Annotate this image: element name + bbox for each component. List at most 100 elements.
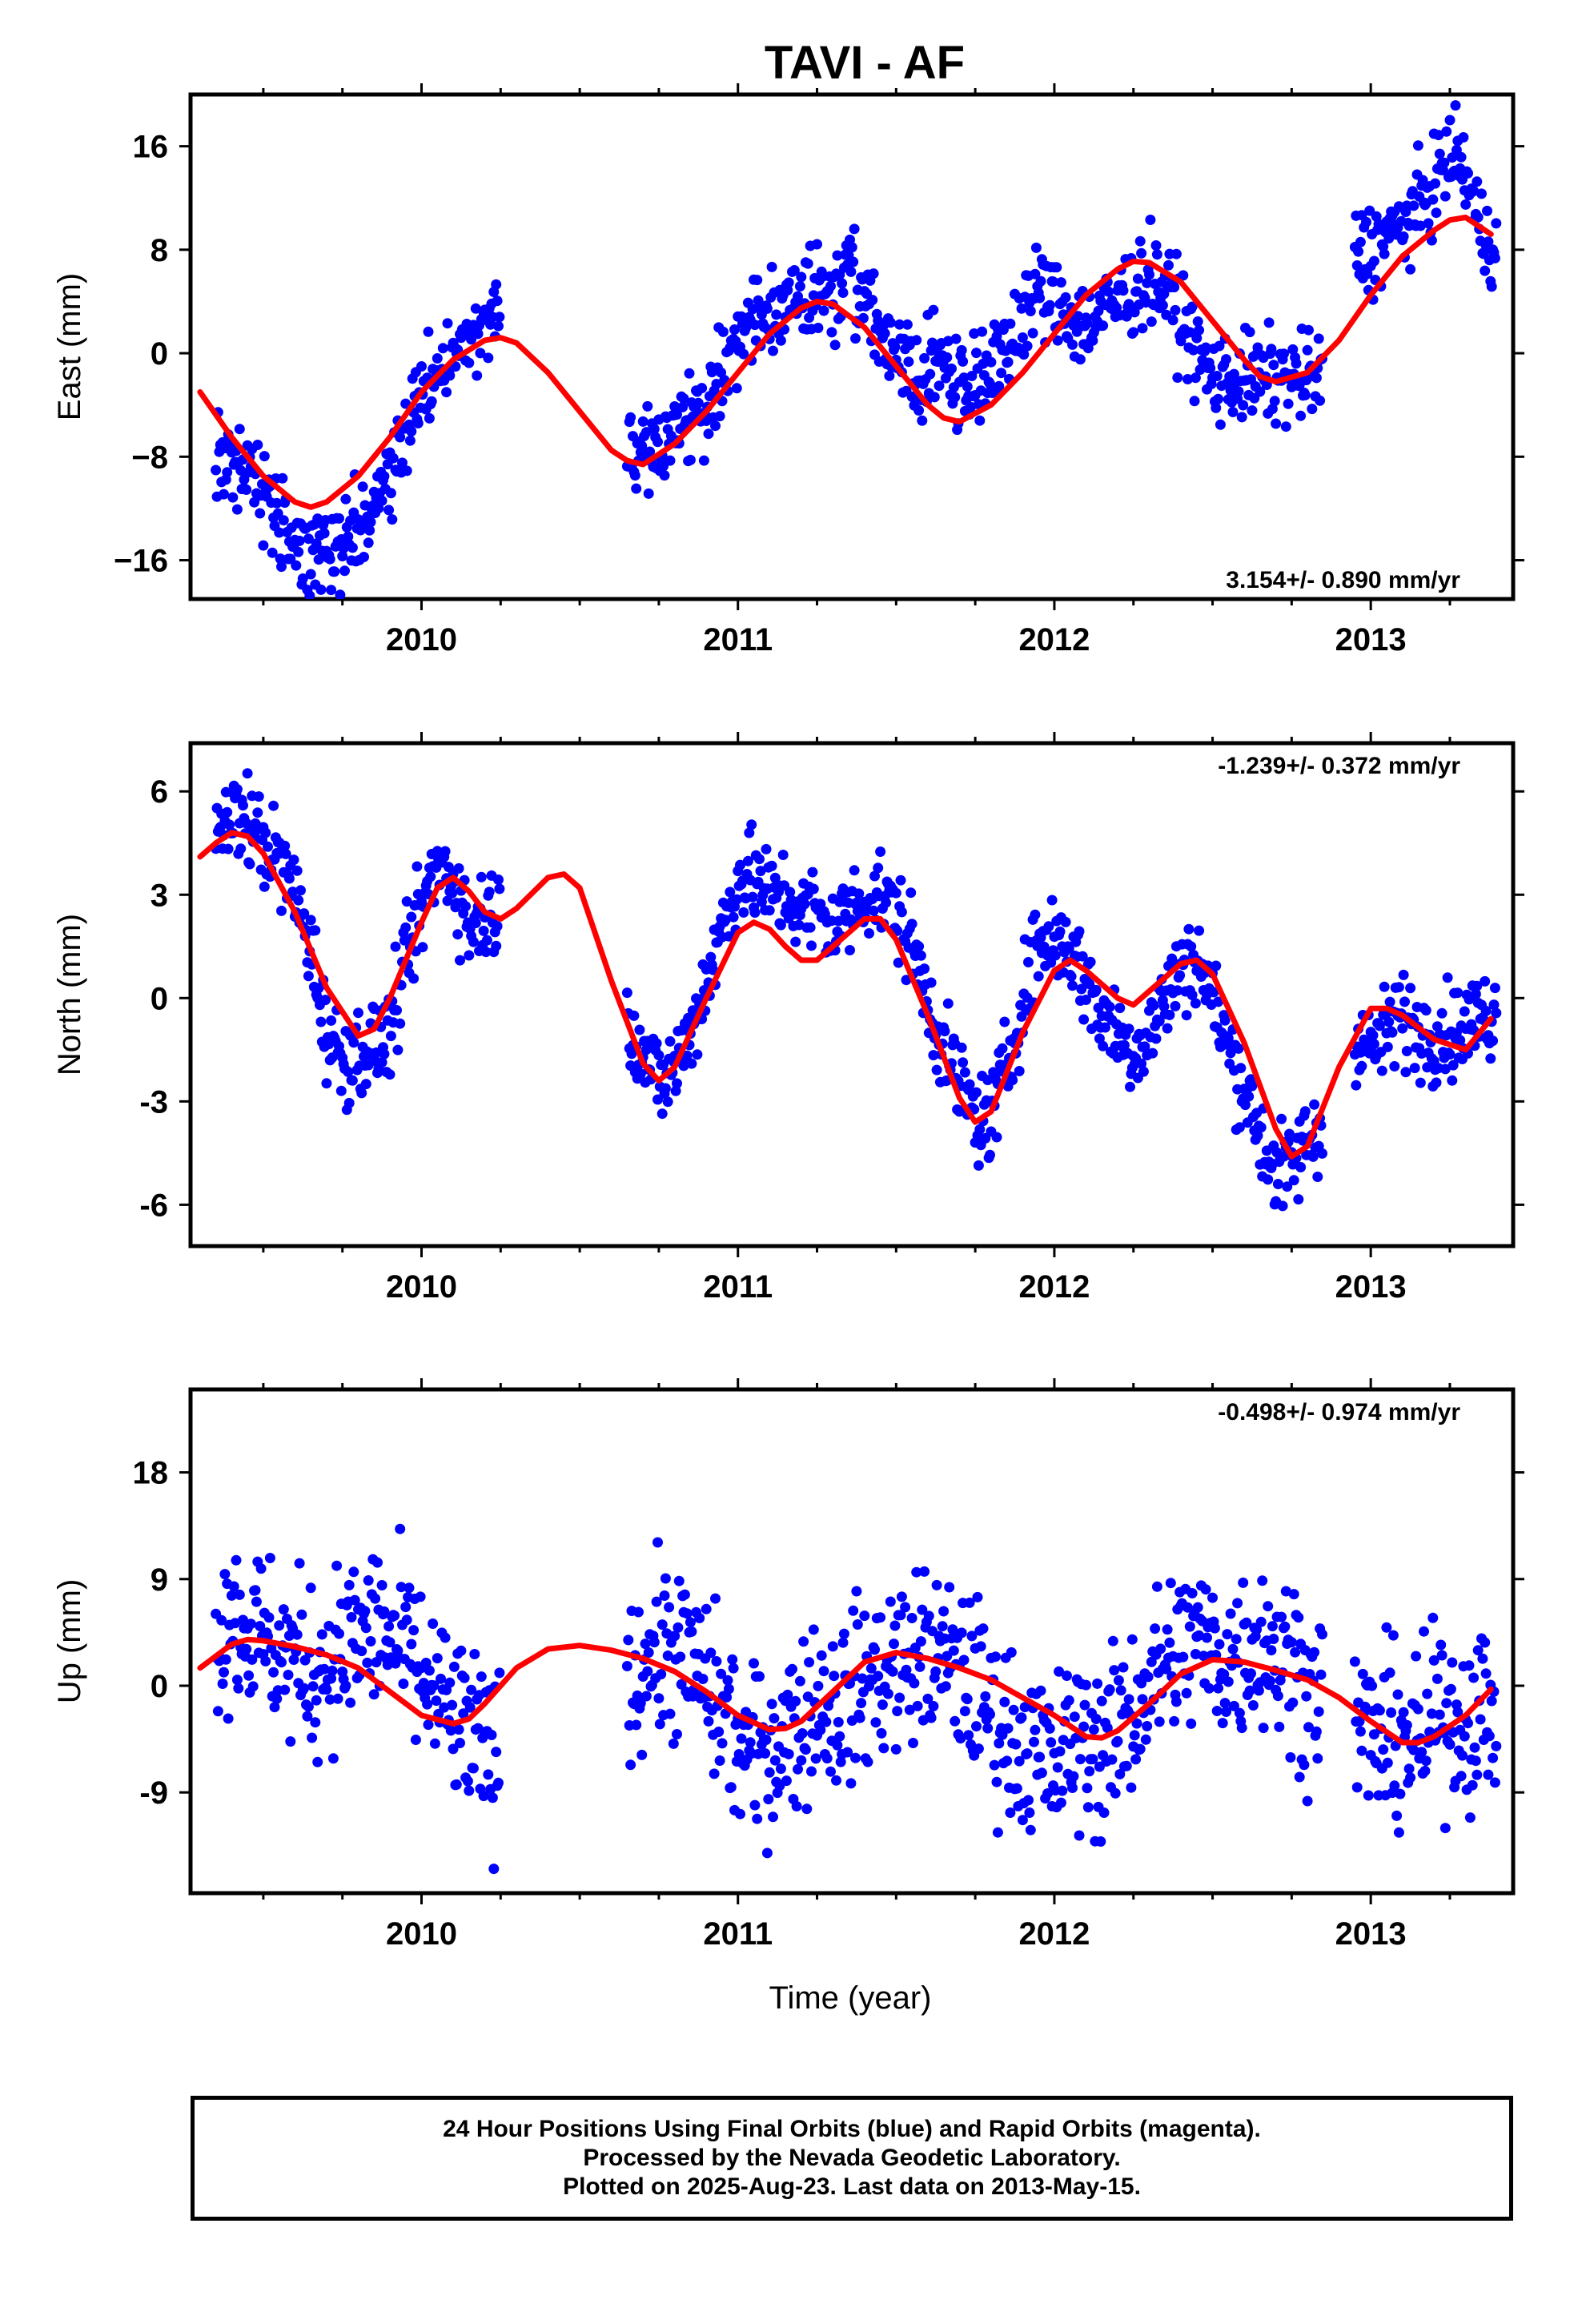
observation-point <box>1247 1700 1259 1711</box>
observation-point <box>385 1031 396 1042</box>
observation-point <box>1030 909 1041 920</box>
observation-point <box>219 489 229 500</box>
observation-point <box>1125 1081 1135 1092</box>
observation-point <box>444 1677 456 1688</box>
observation-point <box>755 866 766 877</box>
observation-point <box>320 995 331 1006</box>
observation-point <box>1025 306 1036 316</box>
observation-point <box>849 223 860 235</box>
observation-point <box>1483 1769 1494 1780</box>
observation-point <box>1118 285 1129 296</box>
observation-point <box>1464 1660 1475 1671</box>
observation-point <box>709 1768 720 1779</box>
observation-point <box>675 1651 686 1663</box>
observation-point <box>685 1617 696 1628</box>
observation-point <box>915 1636 926 1647</box>
observation-point <box>636 1749 648 1760</box>
observation-point <box>360 1622 371 1634</box>
y-tick-label: −8 <box>131 440 168 475</box>
observation-point <box>390 941 401 952</box>
observation-point <box>1060 292 1071 303</box>
observation-point <box>963 1730 974 1741</box>
observation-point <box>1416 1747 1427 1758</box>
observation-point <box>1257 1575 1268 1586</box>
observation-point <box>1244 327 1255 338</box>
observation-point <box>672 1729 682 1739</box>
observation-point <box>761 1848 773 1859</box>
observation-point <box>493 875 504 885</box>
observation-point <box>311 538 322 549</box>
observation-point <box>1309 1647 1320 1658</box>
observation-point <box>1431 207 1442 219</box>
observation-point <box>1265 1675 1275 1687</box>
y-tick-label: -3 <box>139 1084 168 1120</box>
observation-point <box>1161 1663 1172 1675</box>
observation-point <box>634 1024 645 1035</box>
observation-point <box>453 1724 464 1735</box>
observation-point <box>383 1621 395 1632</box>
observation-point <box>1184 327 1195 338</box>
observation-point <box>460 901 472 912</box>
observation-point <box>714 411 725 422</box>
observation-point <box>812 239 822 250</box>
rate-label-east: 3.154+/- 0.890 mm/yr <box>1226 567 1460 593</box>
observation-point <box>451 1779 462 1790</box>
observation-point <box>859 1610 870 1622</box>
observation-point <box>1033 971 1044 982</box>
observation-point <box>1203 1683 1215 1694</box>
observation-point <box>1107 1635 1118 1647</box>
observation-point <box>1405 263 1416 275</box>
observation-point <box>1280 421 1291 432</box>
observation-point <box>1480 265 1491 276</box>
observation-point <box>826 327 837 338</box>
observation-point <box>492 296 503 307</box>
observation-point <box>736 1733 747 1744</box>
plot-frame-north <box>188 741 1516 1248</box>
observation-point <box>1263 317 1275 328</box>
observation-point <box>1136 247 1147 259</box>
observation-point <box>1211 960 1222 971</box>
observation-point <box>768 1811 778 1823</box>
observation-point <box>1428 1655 1439 1666</box>
observation-point <box>845 266 857 277</box>
observation-point <box>665 1708 676 1719</box>
observation-point <box>1082 318 1093 329</box>
observation-point <box>660 1573 671 1584</box>
observation-point <box>1186 941 1197 952</box>
observation-point <box>1060 916 1071 927</box>
observation-point <box>1005 318 1016 329</box>
observation-point <box>862 1756 873 1767</box>
observation-point <box>878 1743 889 1754</box>
observation-point <box>1384 1667 1395 1679</box>
observation-point <box>1084 1766 1095 1777</box>
observation-point <box>914 1661 926 1672</box>
observation-point <box>1439 1063 1451 1075</box>
observation-point <box>714 1755 725 1766</box>
observation-point <box>1408 200 1419 211</box>
observation-point <box>259 451 270 462</box>
observation-point <box>1102 1723 1113 1734</box>
observation-point <box>1186 1718 1197 1729</box>
observation-point <box>1482 205 1492 216</box>
observation-point <box>668 1738 679 1749</box>
observation-point <box>806 1766 817 1777</box>
observation-point <box>1386 1707 1397 1718</box>
observation-point <box>1035 275 1046 287</box>
observation-point <box>406 911 417 923</box>
observation-point <box>913 405 925 416</box>
observation-point <box>220 1654 231 1665</box>
observation-point <box>798 1636 809 1647</box>
observation-point <box>1234 1707 1245 1719</box>
observation-point <box>241 1643 252 1655</box>
observation-point <box>1355 236 1366 247</box>
observation-point <box>962 381 973 392</box>
y-tick-label: 6 <box>151 774 168 810</box>
observation-point <box>796 1755 807 1766</box>
observation-point <box>958 372 970 384</box>
observation-point <box>958 1655 970 1666</box>
observation-point <box>876 1727 887 1739</box>
observation-point <box>1405 1772 1416 1783</box>
observation-point <box>940 1681 951 1692</box>
observation-point <box>813 323 824 333</box>
observation-point <box>1467 1779 1478 1791</box>
